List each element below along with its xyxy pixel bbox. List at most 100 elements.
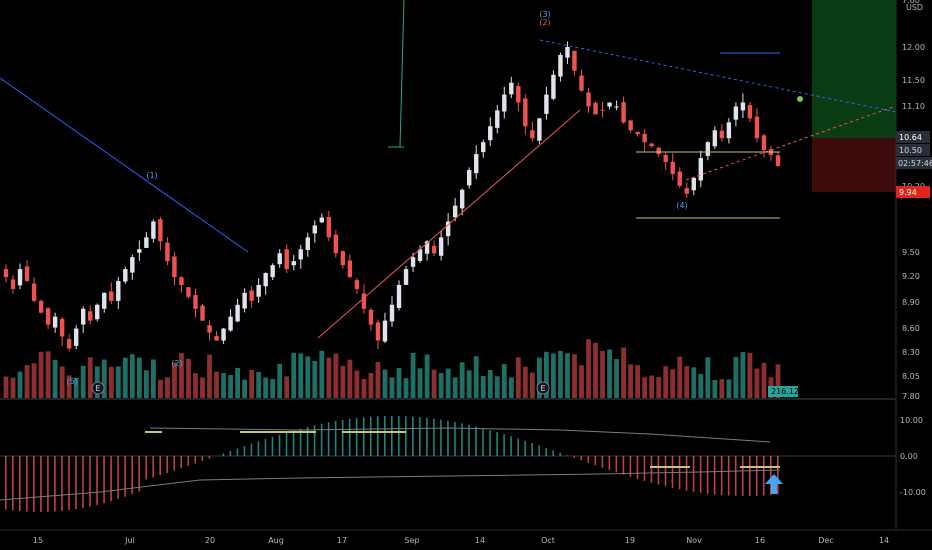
histogram-bar (285, 432, 288, 456)
time-tick: 14 (475, 536, 485, 545)
earnings-badge-oct[interactable] (536, 381, 550, 395)
candle-body (614, 106, 619, 108)
candle-body (165, 242, 170, 262)
candle-body (488, 126, 493, 141)
uptrend-line[interactable] (317, 109, 581, 339)
candle-body (600, 109, 605, 111)
candle-body (375, 322, 381, 341)
candle-body (775, 155, 781, 166)
histogram-bar (608, 456, 611, 471)
volume-bar (607, 349, 612, 398)
volume-bar (193, 373, 198, 398)
downtrend-line[interactable] (0, 77, 249, 253)
candle-body (747, 105, 753, 119)
indicator-axis-ticks: 10.00 0.00 -10.00 (900, 416, 926, 497)
price-tick: 8.05 (902, 372, 920, 381)
volume-bar (698, 373, 704, 398)
candle-body (705, 142, 711, 156)
volume-bar (572, 354, 577, 398)
candle-body (417, 249, 423, 261)
price-tick: 9.50 (902, 248, 920, 257)
candle-body (424, 241, 430, 254)
histogram-bar (769, 456, 772, 495)
candle-body (45, 308, 51, 325)
candle-body (586, 92, 591, 107)
candle-body (88, 311, 93, 321)
histogram-bar (61, 456, 63, 511)
volume-bar (228, 375, 233, 398)
volume-bar (719, 379, 725, 398)
candle-body (214, 335, 219, 341)
candle-body (523, 98, 528, 127)
histogram-bar (692, 456, 695, 492)
histogram-bar (257, 441, 260, 456)
last-price-label-bg (896, 131, 930, 143)
candle-body (544, 94, 549, 114)
volume-bar (459, 362, 465, 398)
volume-bar (558, 350, 563, 398)
histogram-bar (755, 456, 758, 496)
histogram-bar (489, 430, 491, 456)
histogram-bar (580, 456, 583, 461)
candle-body (123, 269, 128, 282)
candle-body (621, 102, 626, 123)
volume-bar (87, 357, 93, 398)
price-axis[interactable] (896, 0, 932, 530)
stop-price-label-bg (896, 186, 930, 198)
volume-bar (733, 357, 739, 398)
candle-body (256, 284, 261, 297)
candle-body (130, 257, 135, 273)
candle-body (635, 131, 640, 135)
price-tick: 11.10 (902, 102, 925, 111)
volume-bar (417, 368, 423, 398)
candle-body (579, 75, 584, 91)
time-axis-ticks[interactable]: 15 Jul 20 Aug 17 Sep 14 Oct 19 Nov 16 Dec 14 (33, 536, 889, 545)
candle-body (200, 305, 205, 321)
histogram-bar (734, 456, 737, 496)
histogram-bar (461, 423, 463, 456)
candle-body (193, 294, 198, 309)
candle-body (361, 293, 367, 309)
volume-bar (284, 376, 290, 398)
histogram-bar (454, 421, 456, 456)
candle-body (452, 205, 458, 218)
volume-bar (361, 378, 367, 398)
volume-bar (122, 357, 128, 398)
candle-body (558, 54, 563, 77)
volume-bar (375, 362, 381, 398)
candle-body (305, 237, 310, 251)
candle-body (340, 251, 346, 266)
earnings-badge-jul[interactable] (91, 381, 105, 395)
histogram-bar (96, 456, 98, 505)
histogram-bar (89, 456, 91, 507)
volume-bar (17, 371, 23, 398)
candlestick-series (3, 41, 781, 352)
volume-bar (38, 351, 44, 398)
histogram-bar (664, 456, 667, 487)
wave-label-5: (5) (66, 377, 77, 386)
earnings-badge-jul-text: E (95, 384, 100, 393)
histogram-bar (369, 416, 372, 456)
target-marker[interactable] (797, 96, 803, 102)
indicator-tick: -10.00 (900, 488, 926, 497)
volume-bar (775, 364, 781, 398)
histogram-bar (124, 456, 126, 497)
histogram-bar (292, 430, 295, 456)
volume-bar (263, 377, 269, 398)
volume-bar (242, 379, 248, 398)
currency-label: USD (906, 3, 923, 12)
histogram-bar (82, 456, 84, 508)
candle-body (628, 120, 633, 131)
short-position-zone[interactable] (812, 138, 896, 192)
triangle-lower-line[interactable] (685, 105, 897, 181)
long-position-zone[interactable] (812, 0, 896, 138)
histogram-bar (762, 456, 765, 496)
triangle-upper-line[interactable] (539, 39, 897, 113)
histogram-bar (320, 423, 323, 456)
candle-body (502, 94, 507, 112)
volume-bar (565, 353, 570, 398)
histogram-bar (355, 418, 358, 456)
candle-body (221, 328, 226, 341)
